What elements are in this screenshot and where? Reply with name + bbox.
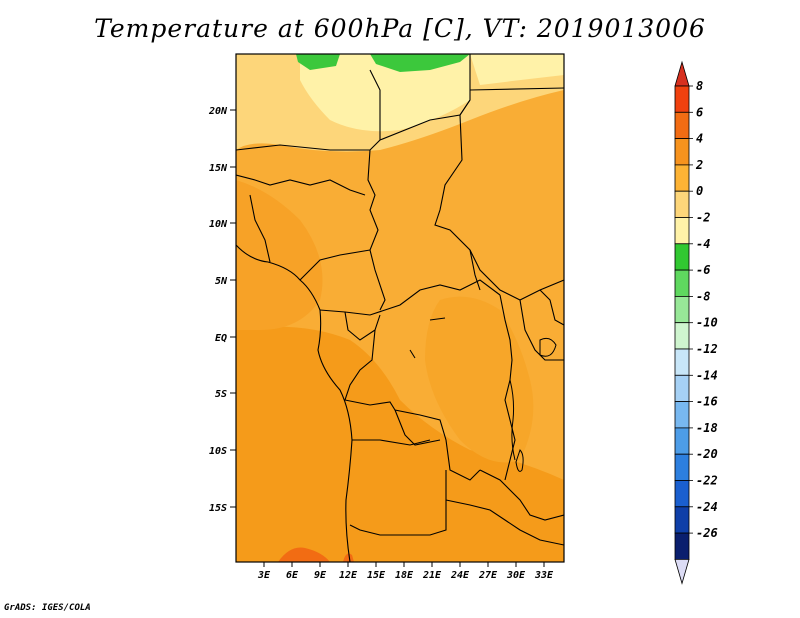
warm-zone-west [236, 180, 323, 330]
lon-label: 18E [395, 570, 414, 581]
colorbar-swatch [674, 111, 690, 140]
lon-label: 21E [422, 570, 442, 581]
colorbar-swatch [674, 85, 690, 113]
colorbar-swatch [674, 269, 690, 297]
colorbar-swatch [674, 506, 690, 534]
colorbar-swatch [674, 164, 690, 192]
lon-label: 15E [367, 570, 386, 581]
lon-label: 3E [257, 570, 271, 581]
coolest-band-north [300, 54, 470, 132]
colorbar-bottom-triangle [674, 559, 690, 585]
colorbar-swatch [674, 348, 690, 376]
lat-label: 15N [209, 163, 228, 174]
lon-labels: 3E 6E 9E 12E 15E 18E 21E 24E 27E 30E 33E [257, 570, 554, 581]
colorbar-swatch [674, 480, 690, 508]
lon-label: 12E [339, 570, 358, 581]
colorbar-label: -12 [696, 342, 718, 356]
map-title: Temperature at 600hPa [C], VT: 201901300… [94, 14, 706, 43]
lat-label: 20N [208, 106, 228, 117]
warm-zone-south [236, 326, 564, 562]
colorbar-label: -2 [696, 211, 710, 225]
colorbar-swatch [674, 217, 690, 245]
lon-label: 9E [314, 570, 327, 581]
green-patch-north-center [370, 54, 470, 72]
colorbar-label: 0 [696, 184, 703, 198]
colorbar-swatch [674, 138, 690, 166]
colorbar-label: 8 [696, 79, 703, 93]
colorbar-label: 6 [696, 105, 703, 119]
lat-label: EQ [215, 333, 227, 344]
colorbar-label: -18 [696, 421, 718, 435]
colorbar-label: -16 [696, 395, 718, 409]
lat-label: 15S [209, 503, 227, 514]
hot-spot-south [278, 547, 330, 562]
lat-axis [230, 109, 236, 508]
colorbar-swatch [674, 295, 690, 324]
footer-credit: GrADS: IGES/COLA [4, 603, 91, 613]
lon-label: 33E [534, 570, 554, 581]
colorbar-swatch [674, 243, 690, 271]
colorbar-label: -22 [696, 474, 718, 488]
lat-labels: 20N 15N 10N 5N EQ 5S 10S 15S [208, 106, 228, 514]
colorbar-label: -26 [696, 526, 718, 540]
lon-label: 24E [450, 570, 470, 581]
lat-label: 10S [209, 446, 227, 457]
lon-label: 27E [478, 570, 498, 581]
colorbar-top-triangle [674, 60, 690, 87]
lon-label: 6E [286, 570, 299, 581]
colorbar-label: -14 [696, 368, 718, 382]
green-patch-north-west [296, 54, 340, 70]
colorbar-label: 4 [696, 132, 703, 146]
lat-label: 5S [215, 389, 227, 400]
colorbar-swatch [674, 322, 690, 350]
colorbar: 8 6 4 2 0 -2 -4 -6 -8 -10 -12 -14 -16 -18 -20 -22 -24 -26 [674, 60, 718, 585]
temperature-field [236, 54, 564, 562]
colorbar-label: -20 [696, 447, 718, 461]
colorbar-swatch [674, 190, 690, 218]
lat-label: 10N [209, 219, 228, 230]
colorbar-label: -6 [696, 263, 710, 277]
colorbar-swatch [674, 374, 690, 402]
colorbar-label: -10 [696, 316, 718, 330]
lon-axis [263, 562, 545, 567]
colorbar-swatch [674, 532, 690, 560]
colorbar-label: 2 [695, 158, 703, 172]
colorbar-label: -24 [696, 500, 718, 514]
colorbar-label: -8 [696, 289, 710, 303]
plot-frame [235, 53, 565, 563]
colorbar-swatch [674, 427, 690, 455]
cool-band-ne [470, 54, 564, 85]
lat-label: 5N [215, 276, 228, 287]
hot-spot-south-small [343, 553, 354, 562]
colorbar-swatch [674, 401, 690, 429]
lakes [409, 317, 557, 472]
lon-label: 30E [506, 570, 526, 581]
colorbar-label: -4 [696, 237, 710, 251]
colorbar-swatch [674, 453, 690, 481]
east-highlands-field [425, 296, 534, 463]
